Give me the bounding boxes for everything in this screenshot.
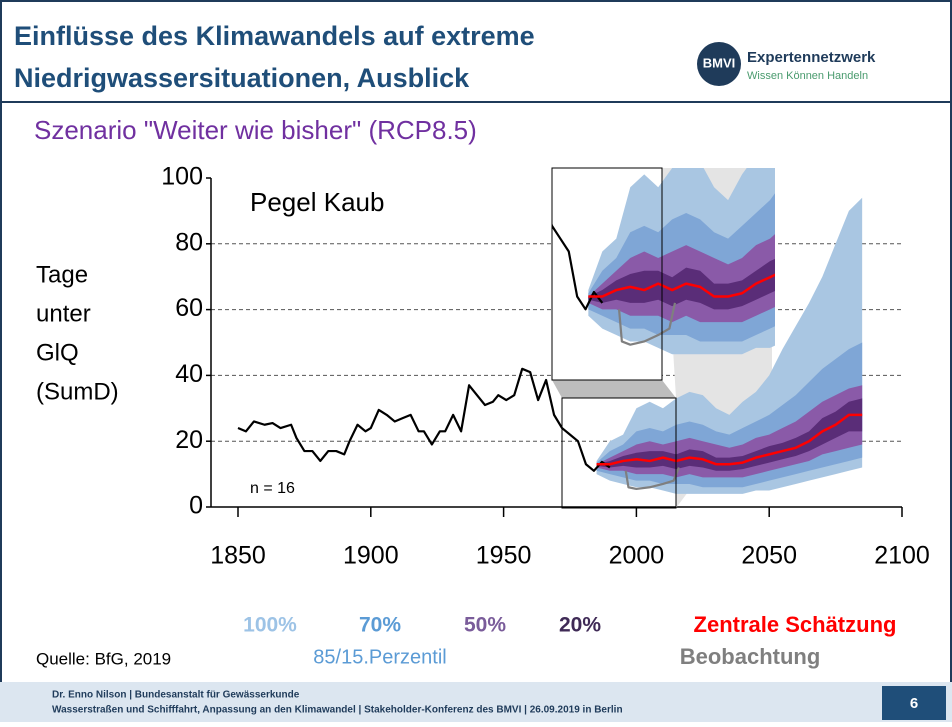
source: Quelle: BfG, 2019 [36,649,171,668]
main-data [237,197,863,494]
y-tick-label: 0 [189,492,203,520]
logo-badge [697,42,741,86]
y-tick-label: 100 [161,163,203,191]
line [588,273,775,298]
legend-label: 100% [243,614,297,637]
x-tick-label: 1900 [343,542,399,570]
legend-label: 20% [559,614,601,637]
page-number: 6 [910,695,918,712]
legend-label: Beobachtung [680,644,821,669]
footer-band [0,682,952,722]
logo-badge-text: BMVI [703,55,736,70]
y-tick-label: 80 [175,228,203,256]
y-axis-label: Tage [36,261,88,288]
y-tick-label: 60 [175,294,203,322]
logo-tagline: Wissen Können Handeln [747,70,868,82]
inset-data [552,168,775,355]
page-box [882,686,946,720]
inset-border [551,167,663,381]
annotation: Pegel Kaub [250,187,384,217]
x-tick-label: 2000 [609,542,665,570]
y-tick-label: 40 [175,360,203,388]
x-tick-label: 1950 [476,542,532,570]
footer-text: Wasserstraßen und Schifffahrt, Anpassung… [52,705,623,716]
footer-text: Dr. Enno Nilson | Bundesanstalt für Gewä… [52,690,300,701]
x-tick-label: 2050 [741,542,797,570]
y-tick-label: 20 [175,426,203,454]
y-axis-label: unter [36,300,91,327]
line [624,467,680,491]
subtitle: Szenario "Weiter wie bisher" (RCP8.5) [34,115,477,145]
annotation: n = 16 [250,480,295,497]
line [596,413,863,466]
band [596,398,863,471]
title: Einflüsse des Klimawandels auf extreme [14,21,535,51]
legend-label: Zentrale Schätzung [694,612,897,637]
legend-label: 70% [359,614,401,637]
legend-label: 50% [464,614,506,637]
x-tick-label: 2100 [874,542,930,570]
y-axis-label: (SumD) [36,378,119,405]
x-tick-label: 1850 [210,542,266,570]
title: Niedrigwassersituationen, Ausblick [14,63,470,93]
zoom-box [561,397,677,509]
legend-note: 85/15.Perzentil [313,646,446,668]
plot: 0 20 40 60 80 100 1850 1900 1950 2000 2050 2100 Tage… [36,163,930,669]
line [617,302,677,346]
zoom-connector [552,380,676,398]
line [237,367,611,472]
logo-name: Expertennetzwerk [747,49,876,66]
y-axis-label: GlQ [36,339,79,366]
